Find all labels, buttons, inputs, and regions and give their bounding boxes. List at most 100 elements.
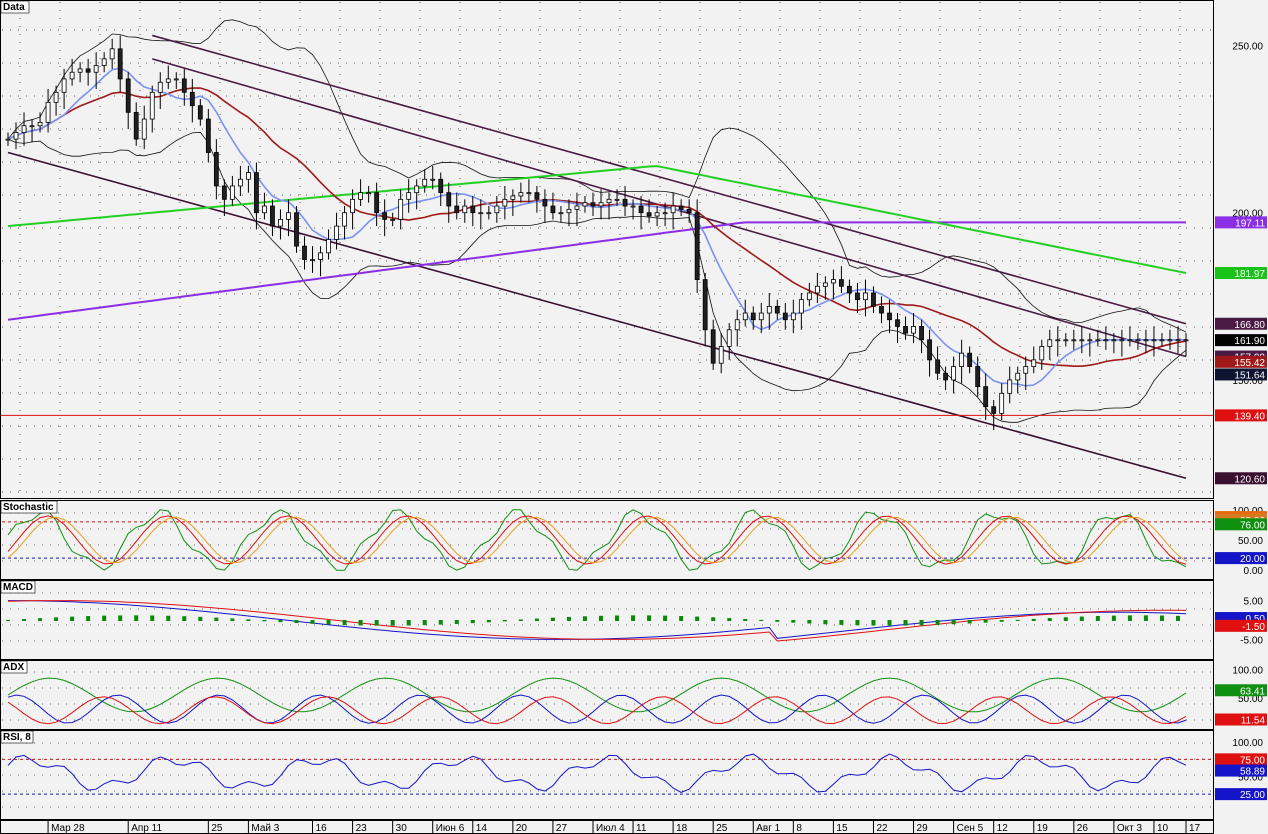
macd-histogram-bar [246, 619, 251, 621]
candle-body [1079, 339, 1085, 342]
macd-histogram-bar [214, 617, 219, 621]
date-label: Окт 3 [1117, 823, 1143, 834]
candle-body [197, 105, 203, 120]
candle-body [1183, 339, 1189, 342]
stoch-tag-label: 76.00 [1240, 520, 1265, 531]
candle-body [662, 212, 668, 215]
date-label: 15 [836, 823, 848, 834]
macd-tag-label: -1.50 [1242, 622, 1265, 633]
adx-layer [2, 671, 1212, 725]
price-tag [1215, 368, 1267, 381]
rsi-panel[interactable] [0, 730, 1214, 820]
date-label: 12 [997, 823, 1009, 834]
candle-body [1175, 339, 1181, 342]
macd-histogram-bar [663, 615, 668, 621]
macd-panel[interactable] [0, 580, 1214, 660]
date-label: 22 [876, 823, 888, 834]
macd-histogram-bar [470, 620, 475, 624]
stochastic-panel[interactable] [0, 500, 1214, 580]
candle-body [502, 198, 508, 207]
value-tags: 197.11181.97166.80161.90157.00155.42151.… [1215, 216, 1267, 801]
macd-histogram-bar [582, 616, 587, 621]
candle-body [1015, 372, 1021, 381]
ma-mid-line [7, 87, 1187, 367]
di-plus-line [7, 694, 1187, 724]
macd-histogram-bar [22, 619, 27, 621]
candle-body [85, 68, 91, 73]
candle-body [598, 202, 604, 207]
macd-histogram-bar [599, 615, 604, 621]
candle-body [229, 185, 235, 200]
candle-body [29, 125, 35, 128]
stoch-tick-label: 50.00 [1238, 536, 1263, 547]
title-macd: MACD [3, 582, 33, 593]
candle-body [382, 212, 388, 220]
macd-histogram-bar [1015, 619, 1020, 621]
date-label: Апр 11 [131, 823, 162, 834]
candle-body [630, 205, 636, 208]
candle-body [366, 192, 372, 195]
candle-body [742, 312, 748, 321]
price-tag [1215, 317, 1267, 330]
candle-body [1127, 339, 1133, 342]
bollinger-lower [7, 131, 1187, 423]
stoch-k [7, 515, 1187, 565]
adx-tag-label: 63.41 [1240, 686, 1265, 697]
candle-body [798, 299, 804, 314]
candle-body [726, 329, 732, 347]
price-tick-label: 150.00 [1232, 376, 1263, 387]
macd-tag [1215, 619, 1267, 632]
macd-histogram-bar [102, 615, 107, 621]
candle-body [614, 198, 620, 201]
price-tag-label: 155.42 [1234, 358, 1265, 369]
macd-histogram-bar [70, 616, 75, 621]
candle-body [550, 205, 556, 214]
macd-histogram-bar [887, 620, 892, 626]
candle-body [398, 198, 404, 220]
candle-body [1143, 339, 1149, 342]
candle-body [278, 218, 283, 227]
adx-line [7, 677, 1187, 713]
macd-histogram-bar [1143, 615, 1148, 621]
candle-body [494, 205, 500, 214]
candle-body [149, 91, 155, 120]
macd-histogram-bar [695, 616, 700, 621]
date-label: 25 [211, 823, 223, 834]
macd-histogram-bar [855, 620, 860, 626]
rsi-tag [1215, 764, 1267, 777]
date-label: 14 [476, 823, 488, 834]
macd-histogram-bar [454, 620, 459, 624]
candle-body [983, 386, 989, 408]
macd-histogram-bar [871, 620, 876, 626]
macd-histogram-bar [759, 619, 764, 621]
candle-body [847, 285, 852, 294]
price-tag [1215, 472, 1267, 485]
candle-body [967, 352, 973, 367]
macd-histogram-bar [727, 618, 732, 621]
macd-histogram-bar [1159, 615, 1164, 621]
rsi-tag-label: 25.00 [1240, 790, 1265, 801]
rsi-layer [2, 742, 1212, 808]
candle-body [1031, 359, 1037, 367]
adx-panel[interactable] [0, 660, 1214, 730]
candle-body [205, 118, 211, 153]
macd-histogram-bar [1063, 617, 1068, 621]
stoch-d [7, 516, 1187, 564]
price-tag-label: 166.80 [1234, 320, 1265, 331]
candle-body [430, 178, 436, 181]
di-minus-line [7, 696, 1187, 725]
date-label: 18 [676, 823, 688, 834]
candle-body [975, 366, 981, 388]
price-panel[interactable] [0, 0, 1214, 499]
macd-histogram-bar [711, 617, 716, 621]
candle-body [806, 292, 812, 301]
stochastic-layer [2, 509, 1212, 571]
candle-body [1007, 379, 1013, 394]
date-label: 8 [796, 823, 802, 834]
candle-body [558, 212, 564, 215]
price-tag [1215, 334, 1267, 347]
candle-body [670, 205, 676, 214]
candle-body [246, 172, 251, 180]
rsi-line [7, 753, 1187, 793]
price-tag-label: 181.97 [1234, 269, 1265, 280]
